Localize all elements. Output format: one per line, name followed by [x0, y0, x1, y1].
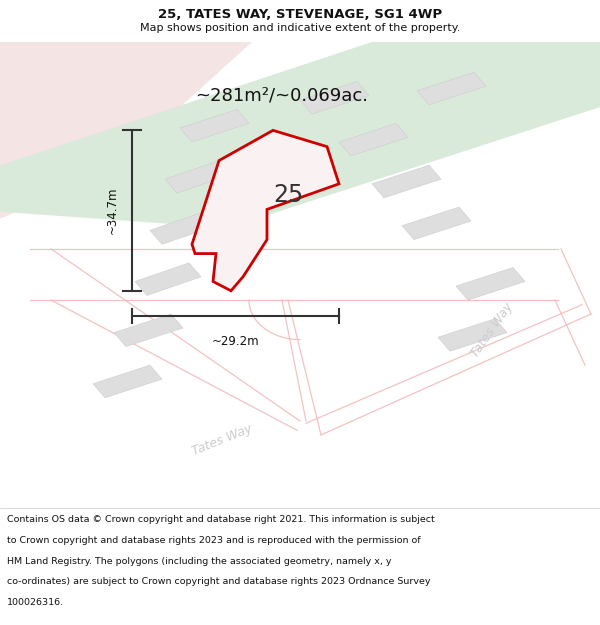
- Polygon shape: [135, 263, 201, 296]
- Polygon shape: [114, 314, 183, 347]
- Text: 100026316.: 100026316.: [7, 598, 64, 607]
- Polygon shape: [402, 207, 471, 239]
- Polygon shape: [0, 42, 252, 219]
- Text: Tates Way: Tates Way: [469, 301, 515, 360]
- Polygon shape: [417, 72, 486, 105]
- Text: Tates Way: Tates Way: [190, 422, 254, 457]
- Text: ~34.7m: ~34.7m: [106, 187, 119, 234]
- Polygon shape: [456, 268, 525, 300]
- Polygon shape: [93, 365, 162, 398]
- Polygon shape: [192, 131, 339, 291]
- Text: Contains OS data © Crown copyright and database right 2021. This information is : Contains OS data © Crown copyright and d…: [7, 515, 435, 524]
- Text: co-ordinates) are subject to Crown copyright and database rights 2023 Ordnance S: co-ordinates) are subject to Crown copyr…: [7, 578, 431, 586]
- Text: 25: 25: [273, 184, 303, 208]
- Polygon shape: [438, 319, 507, 351]
- Polygon shape: [150, 212, 216, 244]
- Text: ~29.2m: ~29.2m: [212, 335, 259, 348]
- Text: to Crown copyright and database rights 2023 and is reproduced with the permissio: to Crown copyright and database rights 2…: [7, 536, 421, 545]
- Text: Map shows position and indicative extent of the property.: Map shows position and indicative extent…: [140, 22, 460, 32]
- Polygon shape: [339, 123, 408, 156]
- Polygon shape: [300, 81, 369, 114]
- Polygon shape: [0, 42, 600, 228]
- Text: ~281m²/~0.069ac.: ~281m²/~0.069ac.: [196, 86, 368, 104]
- Polygon shape: [180, 109, 249, 142]
- Text: 25, TATES WAY, STEVENAGE, SG1 4WP: 25, TATES WAY, STEVENAGE, SG1 4WP: [158, 8, 442, 21]
- Polygon shape: [165, 161, 231, 193]
- Polygon shape: [372, 165, 441, 198]
- Text: HM Land Registry. The polygons (including the associated geometry, namely x, y: HM Land Registry. The polygons (includin…: [7, 556, 392, 566]
